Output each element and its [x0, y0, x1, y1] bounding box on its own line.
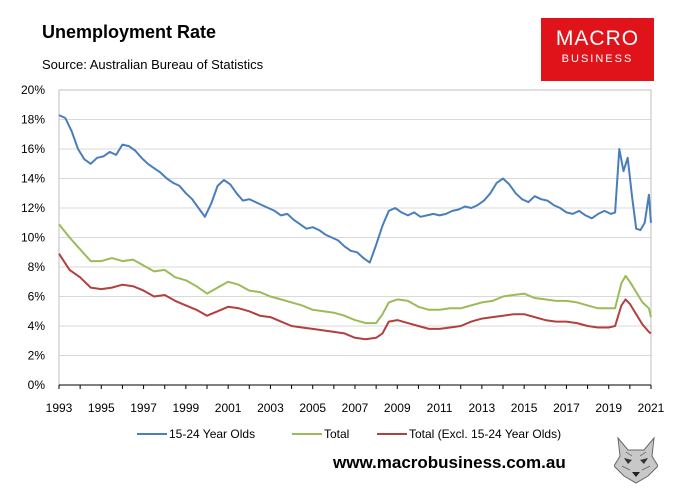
x-axis-ticks: 1993 1995 1997 1999 2001 2003 2005 2007 2009 2011… [46, 384, 665, 415]
x-tick-label: 1995 [88, 401, 115, 415]
y-tick-label: 12% [21, 201, 45, 215]
legend-label: Total [324, 427, 349, 441]
legend-label: 15-24 Year Olds [169, 427, 255, 441]
legend-label: Total (Excl. 15-24 Year Olds) [409, 427, 561, 441]
x-tick-label: 1993 [46, 401, 73, 415]
series-line-2 [58, 253, 652, 341]
y-tick-label: 18% [21, 113, 45, 127]
x-tick-label: 2015 [511, 401, 538, 415]
x-tick-label: 2009 [384, 401, 411, 415]
y-tick-label: 14% [21, 172, 45, 186]
x-tick-label: 2019 [595, 401, 622, 415]
series-line-0 [58, 114, 652, 264]
x-tick-label: 2021 [638, 401, 665, 415]
logo-line-2: BUSINESS [561, 53, 634, 65]
x-tick-label: 2011 [427, 401, 453, 415]
macrobusiness-logo: MACRO BUSINESS [541, 18, 654, 81]
y-tick-label: 10% [21, 231, 45, 245]
y-tick-label: 16% [21, 142, 45, 156]
gridlines [59, 89, 651, 356]
x-tick-label: 2001 [215, 401, 242, 415]
x-tick-label: 2003 [257, 401, 284, 415]
y-tick-label: 0% [28, 378, 46, 392]
x-tick-label: 2013 [469, 401, 496, 415]
x-tick-label: 2005 [299, 401, 326, 415]
y-tick-label: 20% [21, 83, 45, 97]
chart-source: Source: Australian Bureau of Statistics [42, 57, 264, 72]
x-tick-label: 1999 [173, 401, 200, 415]
website-url: www.macrobusiness.com.au [333, 453, 566, 472]
legend: 15-24 Year Olds Total Total (Excl. 15-24 Y… [137, 427, 561, 441]
chart-title: Unemployment Rate [42, 22, 217, 42]
y-tick-label: 8% [28, 260, 46, 274]
x-tick-label: 2017 [553, 401, 580, 415]
x-tick-label: 2007 [342, 401, 369, 415]
series-lines [58, 114, 652, 341]
wolf-mascot-icon [614, 436, 658, 484]
series-line-1 [58, 223, 652, 325]
y-tick-label: 2% [28, 349, 46, 363]
y-tick-label: 6% [28, 290, 46, 304]
y-axis-ticks: 0% 2% 4% 6% 8% 10% 12% 14% 16% 18% 20% [21, 83, 45, 392]
x-tick-label: 1997 [130, 401, 157, 415]
logo-line-1: MACRO [555, 27, 640, 50]
y-tick-label: 4% [28, 319, 46, 333]
